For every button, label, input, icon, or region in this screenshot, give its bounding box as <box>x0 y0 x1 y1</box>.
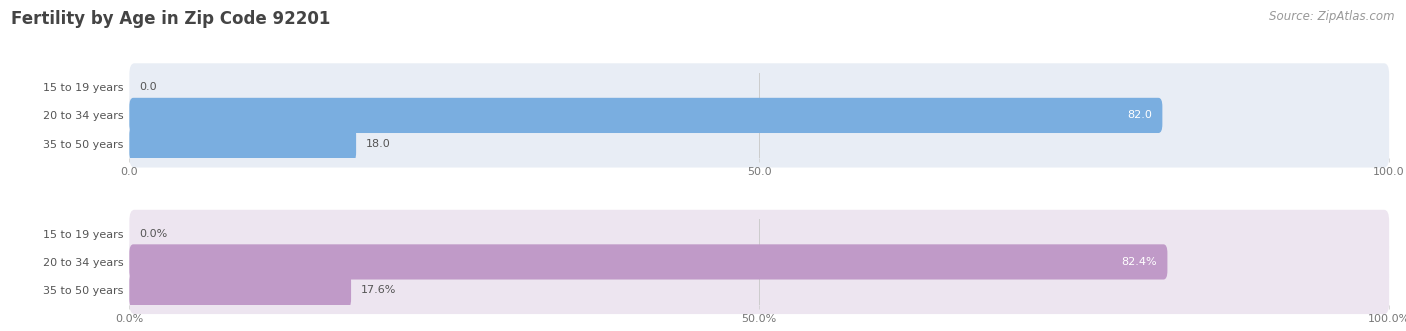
FancyBboxPatch shape <box>129 63 1389 111</box>
Text: 82.4%: 82.4% <box>1122 257 1157 267</box>
FancyBboxPatch shape <box>129 126 356 162</box>
FancyBboxPatch shape <box>129 210 1389 257</box>
Text: Source: ZipAtlas.com: Source: ZipAtlas.com <box>1270 10 1395 23</box>
FancyBboxPatch shape <box>129 244 1167 280</box>
FancyBboxPatch shape <box>129 273 352 308</box>
FancyBboxPatch shape <box>129 120 1389 167</box>
Text: 82.0: 82.0 <box>1128 111 1153 120</box>
Text: 18.0: 18.0 <box>366 139 391 149</box>
FancyBboxPatch shape <box>129 238 1389 286</box>
FancyBboxPatch shape <box>129 92 1389 139</box>
Text: 0.0%: 0.0% <box>139 228 167 239</box>
FancyBboxPatch shape <box>129 98 1163 133</box>
Text: 0.0: 0.0 <box>139 82 157 92</box>
Text: Fertility by Age in Zip Code 92201: Fertility by Age in Zip Code 92201 <box>11 10 330 28</box>
FancyBboxPatch shape <box>129 266 1389 314</box>
Text: 17.6%: 17.6% <box>361 285 396 295</box>
